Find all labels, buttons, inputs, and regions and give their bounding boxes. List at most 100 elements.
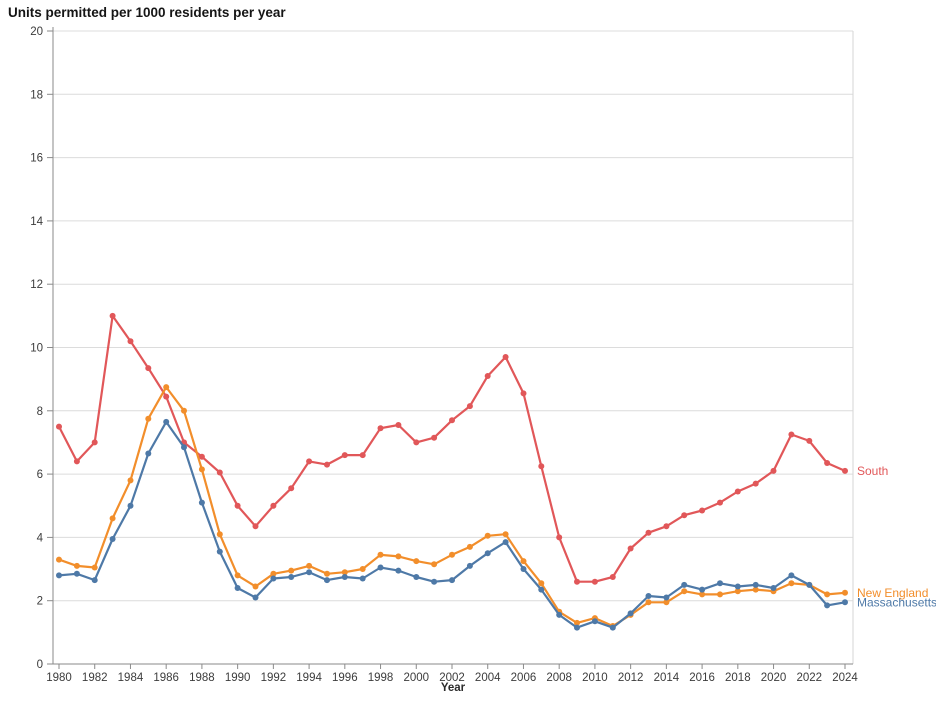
data-point-marker: [198, 466, 205, 473]
data-point-marker: [842, 599, 848, 606]
data-point-marker: [663, 599, 670, 606]
data-point-marker: [270, 575, 277, 582]
series-south: South: [56, 312, 888, 585]
data-point-marker: [413, 574, 420, 580]
data-point-marker: [341, 452, 348, 459]
data-point-marker: [466, 543, 473, 550]
y-tick-label: 6: [37, 469, 43, 481]
data-point-marker: [609, 624, 616, 631]
data-point-marker: [181, 407, 187, 414]
data-point-marker: [770, 585, 777, 591]
data-point-marker: [717, 580, 723, 587]
data-point-marker: [198, 499, 205, 506]
data-point-marker: [341, 569, 348, 576]
data-point-marker: [645, 593, 652, 599]
data-point-marker: [449, 417, 455, 424]
data-point-marker: [752, 586, 759, 593]
data-point-marker: [288, 574, 295, 580]
data-point-marker: [324, 570, 330, 577]
data-point-marker: [556, 611, 563, 618]
data-point-marker: [216, 469, 223, 476]
data-point-marker: [502, 531, 509, 538]
data-point-marker: [788, 431, 795, 438]
data-point-marker: [824, 602, 831, 609]
data-point-marker: [359, 566, 366, 572]
data-point-marker: [734, 488, 741, 495]
data-point-marker: [538, 586, 545, 593]
data-point-marker: [181, 444, 187, 451]
data-point-marker: [627, 610, 634, 617]
data-point-marker: [377, 564, 384, 571]
data-point-marker: [538, 463, 545, 470]
x-tick-label: 2006: [511, 672, 537, 684]
x-tick-label: 1984: [118, 672, 144, 684]
data-point-marker: [752, 480, 759, 487]
data-point-marker: [377, 425, 384, 432]
data-point-marker: [252, 594, 259, 601]
data-point-marker: [520, 558, 527, 565]
data-point-marker: [681, 588, 688, 595]
data-point-marker: [484, 373, 491, 379]
data-point-marker: [556, 534, 563, 541]
data-point-marker: [145, 365, 152, 372]
data-point-marker: [56, 423, 62, 430]
data-point-marker: [395, 422, 402, 428]
data-point-marker: [234, 572, 241, 579]
data-point-marker: [395, 567, 402, 574]
data-point-marker: [413, 439, 420, 446]
data-point-marker: [216, 548, 223, 555]
data-point-marker: [734, 588, 741, 595]
y-tick-label: 18: [30, 89, 43, 101]
data-point-marker: [663, 523, 670, 530]
data-point-marker: [127, 338, 134, 345]
y-tick-label: 0: [37, 659, 43, 671]
data-point-marker: [56, 572, 62, 579]
data-point-marker: [645, 529, 652, 536]
data-point-marker: [198, 453, 205, 460]
series-line-south: [57, 314, 847, 583]
data-point-marker: [56, 556, 62, 563]
y-tick-label: 2: [37, 596, 43, 608]
y-tick-label: 14: [30, 216, 43, 228]
data-point-marker: [538, 580, 545, 587]
x-tick-label: 2000: [403, 672, 429, 684]
data-point-marker: [91, 577, 98, 584]
x-tick-label: 2024: [832, 672, 858, 684]
x-tick-label: 2002: [439, 672, 465, 684]
data-point-marker: [591, 578, 598, 585]
x-axis-title: Year: [440, 682, 466, 694]
data-point-marker: [788, 580, 795, 587]
x-tick-label: 1982: [82, 672, 108, 684]
data-point-marker: [591, 618, 598, 625]
data-point-marker: [574, 624, 580, 631]
data-point-marker: [127, 502, 134, 509]
data-point-marker: [109, 515, 116, 522]
data-point-marker: [520, 390, 527, 397]
data-point-marker: [627, 545, 634, 552]
y-tick-label: 12: [30, 279, 43, 291]
x-tick-label: 2020: [761, 672, 787, 684]
data-point-marker: [306, 569, 313, 576]
data-point-marker: [127, 477, 134, 484]
data-point-marker: [645, 599, 652, 606]
series-new-england: New England: [56, 384, 928, 629]
data-point-marker: [681, 512, 688, 519]
data-point-marker: [216, 531, 223, 538]
data-point-marker: [91, 439, 98, 446]
data-point-marker: [699, 586, 706, 593]
data-point-marker: [431, 561, 438, 568]
data-point-marker: [91, 564, 98, 571]
data-point-marker: [252, 583, 259, 590]
data-point-marker: [663, 594, 670, 601]
y-tick-label: 4: [37, 532, 44, 544]
data-point-marker: [681, 581, 688, 588]
data-point-marker: [324, 461, 330, 468]
data-point-marker: [234, 502, 241, 509]
data-point-marker: [145, 450, 152, 457]
x-tick-label: 2016: [689, 672, 715, 684]
data-point-marker: [699, 507, 706, 514]
data-point-marker: [484, 550, 491, 557]
series-line-massachusetts: [57, 420, 847, 629]
data-point-marker: [431, 578, 438, 585]
